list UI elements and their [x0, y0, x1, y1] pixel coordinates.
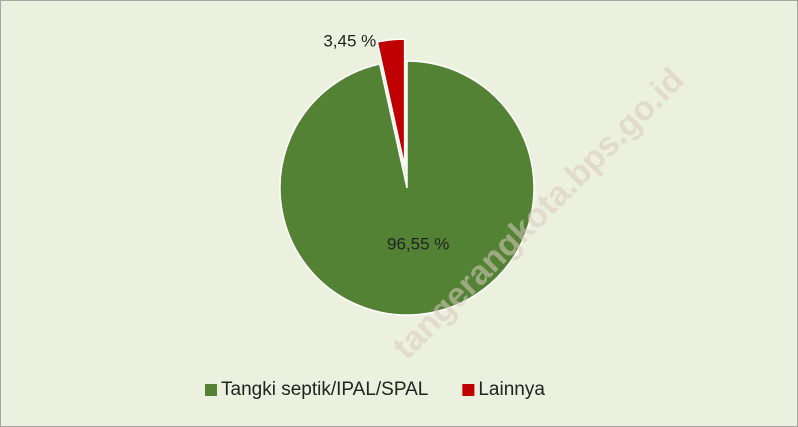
legend-label: Lainnya: [478, 379, 545, 400]
legend-label: Tangki septik/IPAL/SPAL: [221, 379, 428, 400]
legend-swatch: [462, 384, 475, 396]
pie-slice: [279, 60, 535, 316]
data-label: 96,55 %: [387, 234, 449, 253]
pie: [279, 38, 535, 316]
legend-swatch: [205, 384, 217, 396]
pie-slice: [376, 38, 406, 167]
data-label: 3,45 %: [323, 31, 376, 50]
